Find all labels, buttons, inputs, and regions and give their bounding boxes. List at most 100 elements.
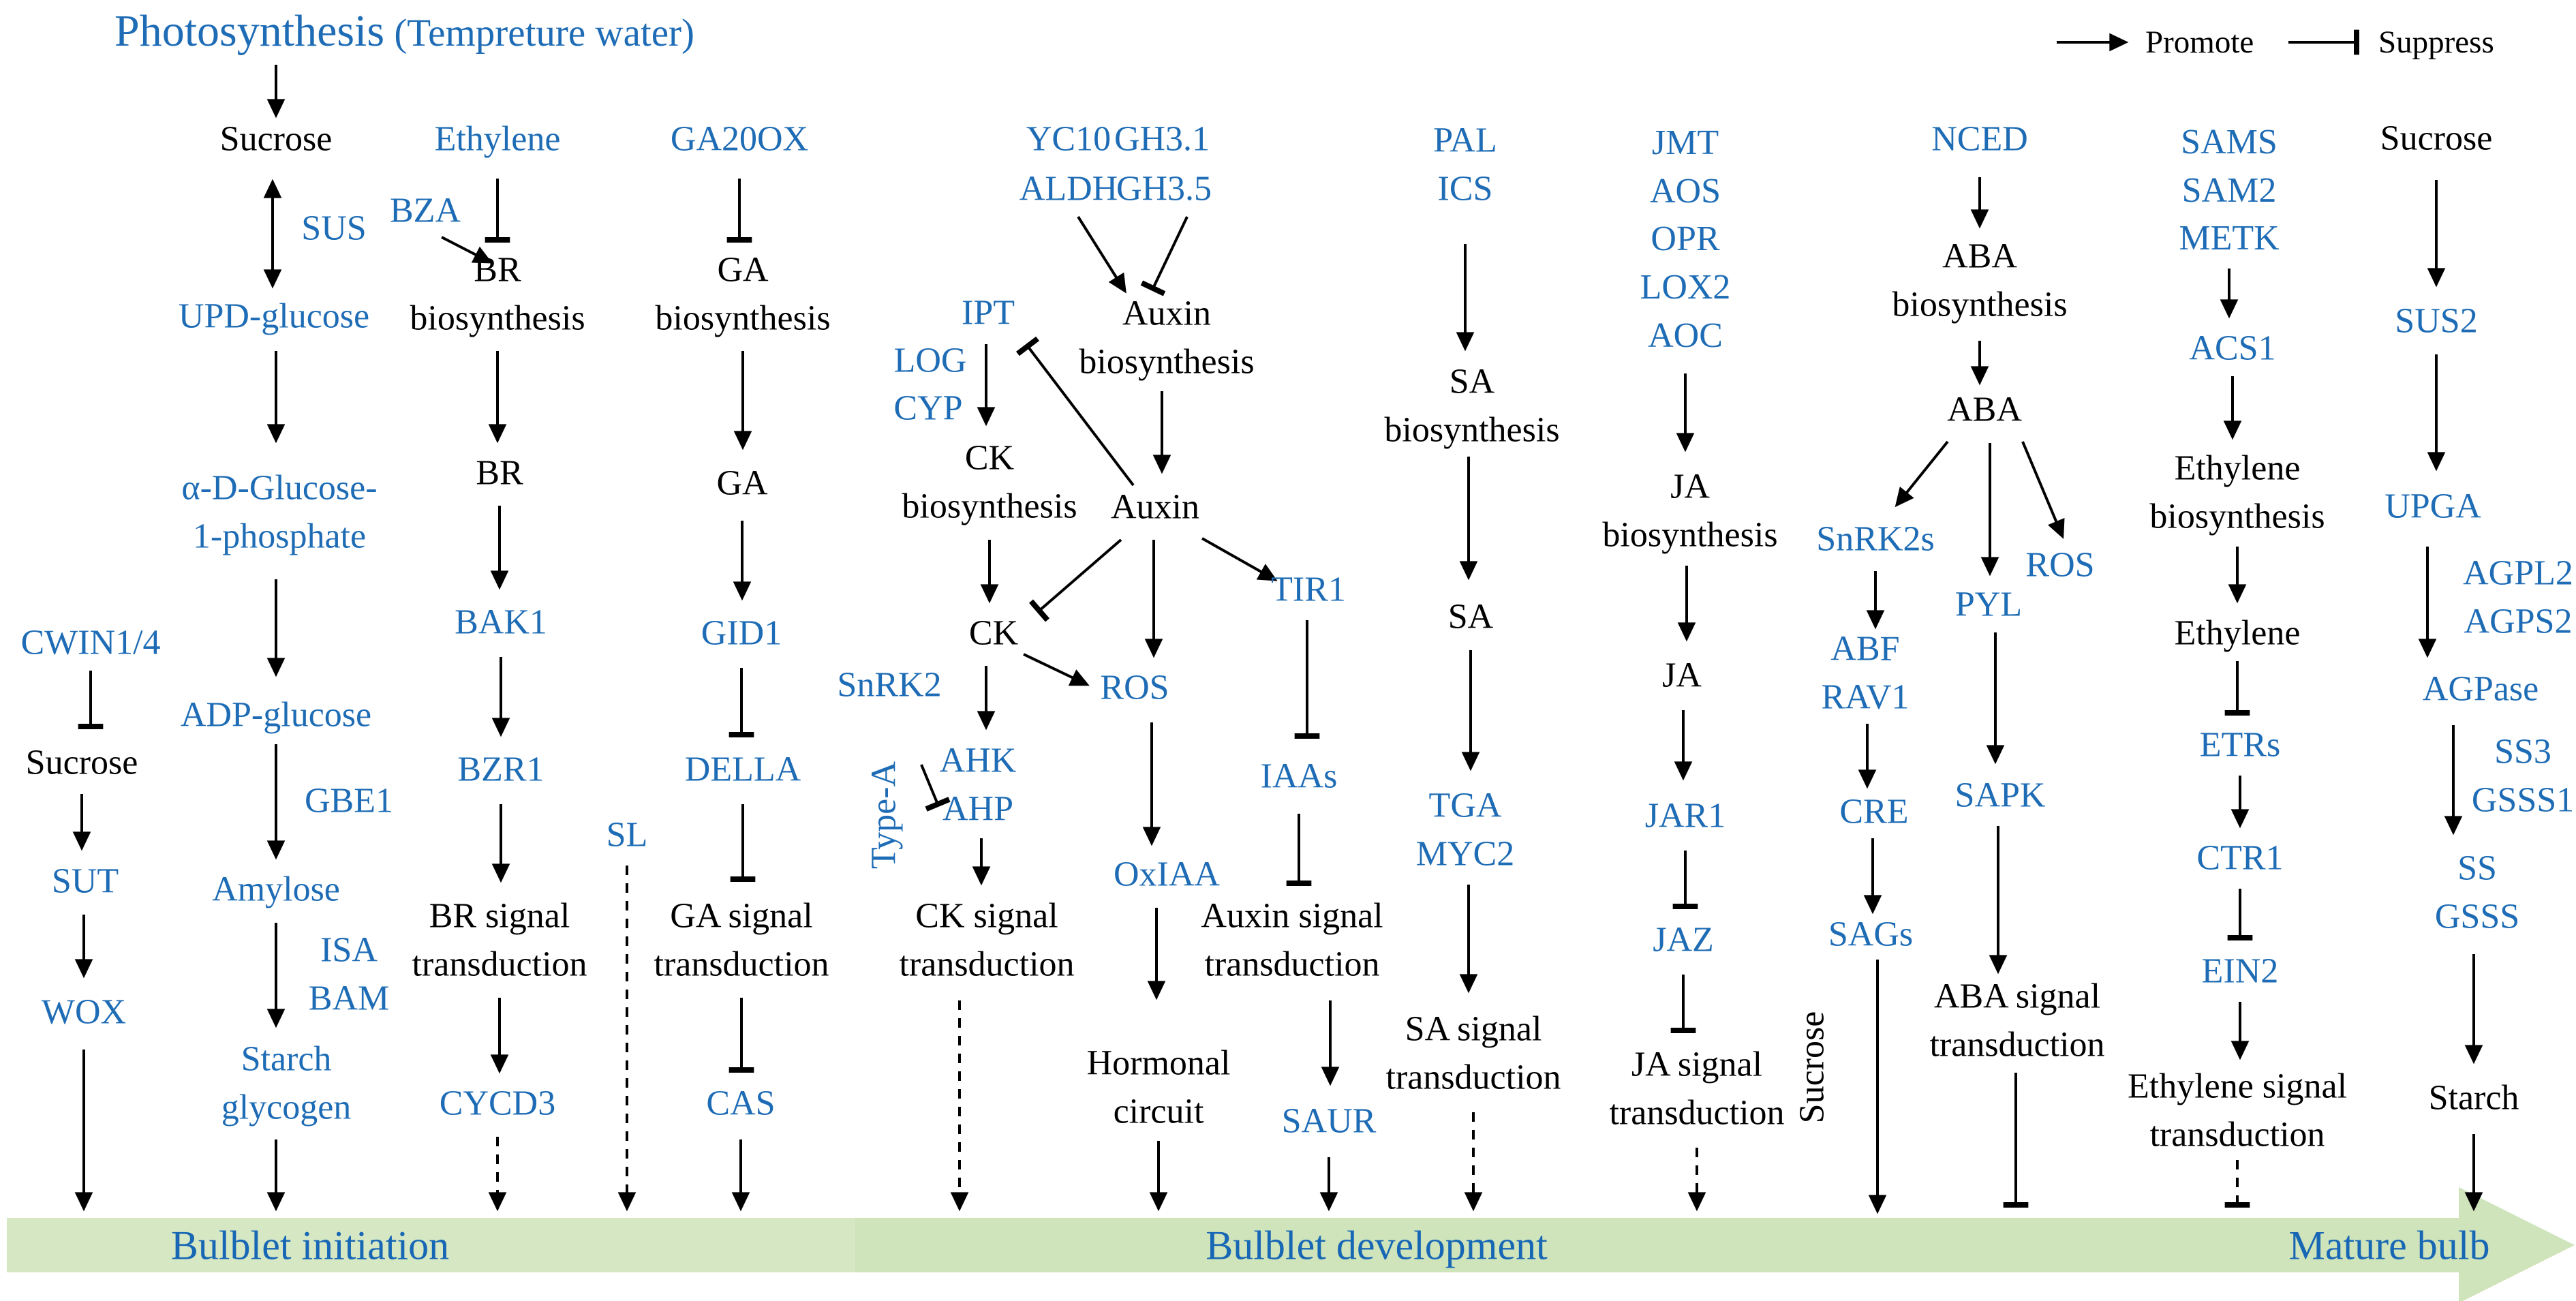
node-cas: CAS <box>706 1084 776 1123</box>
node-aba-signal: ABA signal transduction <box>1929 977 2105 1064</box>
node-cycd3: CYCD3 <box>439 1084 556 1123</box>
node-saur: SAUR <box>1281 1101 1377 1141</box>
node-sl: SL <box>606 815 648 855</box>
node-ga20ox: GA20OX <box>670 119 809 159</box>
node-ethylene-biosynthesis: Ethylene biosynthesis <box>2149 448 2325 536</box>
node-jar1: JAR1 <box>1644 796 1726 836</box>
node-sucrose-rotated: Sucrose <box>1792 1011 1832 1124</box>
node-bak1: BAK1 <box>455 602 547 642</box>
node-sams-sam2-metk: SAMS SAM2 METK <box>2179 122 2280 258</box>
node-gh3-1: GH3.1 <box>1114 119 1210 159</box>
title-sub: (Tempreture water) <box>384 12 694 55</box>
edge-auxin-tir1 <box>1201 537 1278 581</box>
node-ja-biosynthesis: JA biosynthesis <box>1602 467 1778 554</box>
banner-arrowhead <box>2459 1187 2575 1301</box>
node-ss-gsss: SS GSSS <box>2434 848 2520 936</box>
node-cyp: CYP <box>893 388 963 428</box>
node-oxiaa: OxIAA <box>1114 855 1220 894</box>
node-ethylene-top: Ethylene <box>434 119 561 159</box>
node-sucrose-top: Sucrose <box>219 119 333 159</box>
node-cre: CRE <box>1839 792 1909 831</box>
node-amylose: Amylose <box>212 870 340 909</box>
node-ja: JA <box>1662 656 1702 695</box>
node-br-signal: BR signal transduction <box>412 896 587 983</box>
node-hormonal-circuit: Hormonal circuit <box>1086 1043 1231 1131</box>
node-ss3-gsss1: SS3 GSSS1 <box>2471 732 2575 819</box>
node-upd-glucose: UPD-glucose <box>178 296 370 336</box>
edge-bza-br-bio <box>441 236 493 264</box>
stage-mature-bulb: Mature bulb <box>2288 1223 2490 1268</box>
node-sut: SUT <box>51 861 119 901</box>
node-sus2: SUS2 <box>2395 301 2478 341</box>
node-ipt: IPT <box>962 293 1015 333</box>
node-iaas: IAAs <box>1260 756 1338 796</box>
node-ja-genes: JMT AOS OPR LOX2 AOC <box>1640 123 1731 356</box>
node-jaz: JAZ <box>1653 920 1714 960</box>
node-type-a: Type-A <box>864 761 904 870</box>
node-auxin-signal: Auxin signal transduction <box>1201 896 1383 983</box>
node-ros-aba: ROS <box>2025 545 2095 585</box>
node-sus: SUS <box>301 209 367 248</box>
node-ck-biosynthesis: CK biosynthesis <box>902 438 1077 525</box>
node-gid1: GID1 <box>701 613 782 653</box>
node-bzr1: BZR1 <box>457 750 545 789</box>
node-acs1: ACS1 <box>2189 328 2276 368</box>
node-auxin-biosynthesis: Auxin biosynthesis <box>1079 294 1255 381</box>
node-etrs: ETRs <box>2199 725 2281 765</box>
node-ga-signal: GA signal transduction <box>654 896 829 983</box>
node-aba-biosynthesis: ABA biosynthesis <box>1892 236 2068 324</box>
node-ahk-ahp: AHK AHP <box>939 741 1017 828</box>
node-sapk: SAPK <box>1954 776 2046 815</box>
node-gbe1: GBE1 <box>305 781 393 821</box>
edge-ck-ros <box>1023 653 1090 686</box>
node-yc10: YC10 <box>1026 119 1111 159</box>
node-ethylene-mid: Ethylene <box>2174 613 2301 653</box>
stage-bulblet-development: Bulblet development <box>1206 1223 1548 1268</box>
stage-banner <box>7 1187 2575 1301</box>
node-ja-signal: JA signal transduction <box>1609 1045 1785 1132</box>
node-nced: NCED <box>1931 119 2028 159</box>
edge-auxin-suppress-ipt <box>1015 336 1135 487</box>
edge-aldh-auxinbio <box>1077 215 1126 294</box>
node-starch: Starch <box>2428 1078 2519 1118</box>
edge-typea-suppress-ahp <box>920 764 951 812</box>
banner-segment-initiation <box>7 1218 862 1272</box>
node-ck: CK <box>968 613 1019 653</box>
node-br: BR <box>476 453 523 493</box>
node-della: DELLA <box>684 750 801 789</box>
node-ga-biosynthesis: GA biosynthesis <box>655 250 831 337</box>
node-br-biosynthesis: BR biosynthesis <box>410 250 585 337</box>
edge-gh3-suppress-auxinbio <box>1140 216 1189 296</box>
node-ck-signal: CK signal transduction <box>899 896 1075 983</box>
connectors <box>72 29 2483 1214</box>
edge-aba-snrk2s <box>1895 440 1949 508</box>
stage-bulblet-initiation: Bulblet initiation <box>170 1223 450 1268</box>
node-gh3-5: GH3.5 <box>1116 169 1212 209</box>
edge-auxin-suppress-ck <box>1028 538 1122 622</box>
node-pyl: PYL <box>1954 585 2023 624</box>
node-ein2: EIN2 <box>2201 951 2279 991</box>
node-sa: SA <box>1447 597 1494 637</box>
node-abf-rav1: ABF RAV1 <box>1821 629 1910 716</box>
banner-segment-development <box>855 1218 2464 1272</box>
node-sa-signal: SA signal transduction <box>1385 1009 1561 1097</box>
node-starch-glycogen: Starch glycogen <box>221 1039 352 1127</box>
node-aba: ABA <box>1947 390 2022 429</box>
node-snrk2: SnRK2 <box>837 665 942 705</box>
legend-promote-label: Promote <box>2145 25 2254 60</box>
node-tga-myc2: TGA MYC2 <box>1415 786 1515 873</box>
node-ctr1: CTR1 <box>2196 838 2284 878</box>
diagram-title: Photosynthesis (Tempreture water) <box>114 5 694 57</box>
node-sa-biosynthesis: SA biosynthesis <box>1384 362 1560 449</box>
node-log: LOG <box>893 341 967 380</box>
node-sucrose-right: Sucrose <box>2380 119 2493 158</box>
node-ethylene-signal: Ethylene signal transduction <box>2127 1067 2348 1154</box>
node-aldh: ALDH <box>1019 169 1118 209</box>
node-auxin-mid: Auxin <box>1111 487 1199 527</box>
node-adp-glucose: ADP-glucose <box>180 695 372 735</box>
node-snrk2s: SnRK2s <box>1816 519 1935 559</box>
node-isa-bam: ISA BAM <box>308 930 390 1017</box>
node-wox: WOX <box>41 992 127 1032</box>
node-sucrose-left: Sucrose <box>25 743 138 782</box>
